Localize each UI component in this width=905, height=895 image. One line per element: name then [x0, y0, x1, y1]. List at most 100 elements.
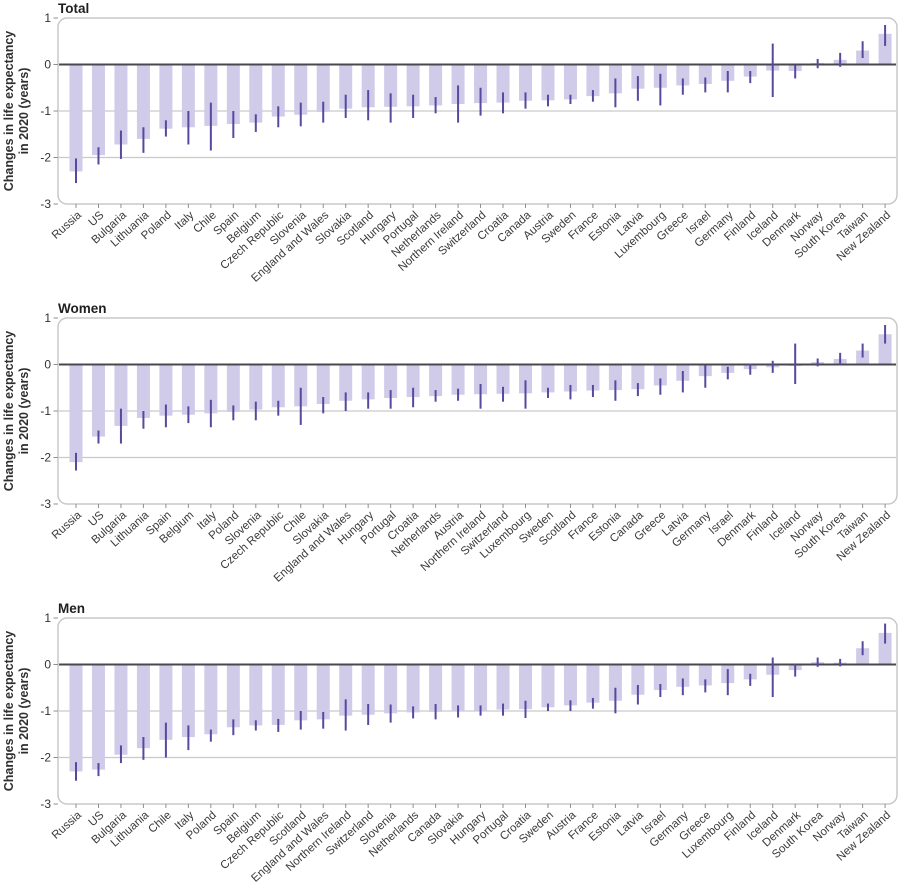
bar-russia [69, 664, 83, 772]
x-tick-label-chile: Chile [146, 809, 174, 835]
bar-chile [159, 664, 173, 740]
bar-northern-ireland [451, 64, 465, 105]
bar-netherlands [429, 64, 443, 106]
chart-title: Total [58, 1, 89, 16]
bar-belgium [249, 664, 263, 726]
bar-slovenia [294, 64, 308, 115]
bar-czech-republic [271, 664, 285, 725]
bar-scotland [361, 64, 375, 108]
y-axis-label: Changes in life expectancy [2, 331, 16, 492]
bar-us [91, 364, 105, 437]
bar-switzerland [474, 64, 488, 104]
bar-estonia [608, 364, 622, 391]
chart-title: Women [58, 301, 107, 316]
y-axis-label: in 2020 (years) [17, 68, 31, 155]
bar-russia [69, 364, 83, 463]
bar-russia [69, 64, 83, 172]
bar-czech-republic [271, 64, 285, 117]
bar-england-and-wales [316, 64, 330, 112]
bar-bulgaria [114, 664, 128, 755]
y-tick-label: 1 [44, 11, 51, 25]
bar-croatia [496, 64, 510, 103]
bar-england-and-wales [316, 664, 330, 720]
bar-portugal [384, 364, 398, 398]
bar-austria [541, 64, 555, 101]
bar-bulgaria [114, 364, 128, 426]
y-tick-label: -2 [40, 151, 51, 165]
bar-finland [743, 64, 757, 77]
bar-greece [676, 64, 690, 86]
bar-italy [204, 364, 218, 414]
bar-slovakia [451, 664, 465, 711]
bar-poland [204, 664, 218, 735]
y-tick-label: 0 [44, 658, 51, 672]
bar-hungary [361, 364, 375, 400]
chart-total: Total Changes in life expectancy in 2020 (… [0, 0, 905, 295]
bar-italy [181, 64, 195, 128]
y-tick-label: -3 [40, 197, 51, 211]
bar-slovakia [339, 64, 353, 109]
y-tick-label: -1 [40, 104, 51, 118]
chart-men: Men Changes in life expectancy in 2020 (ye… [0, 590, 905, 895]
bar-spain [226, 64, 240, 125]
bar-portugal [406, 64, 420, 107]
bar-chile [294, 364, 308, 407]
bar-canada [429, 664, 443, 712]
bar-spain [226, 664, 240, 728]
bar-new-zealand [878, 33, 892, 65]
bar-france [586, 364, 600, 391]
bar-switzerland [361, 664, 375, 715]
bar-greece [698, 664, 712, 686]
y-tick-label: -2 [40, 451, 51, 465]
bar-austria [563, 664, 577, 706]
bar-us [91, 64, 105, 156]
bar-scotland [563, 364, 577, 392]
bar-israel [653, 664, 667, 691]
bar-spain [159, 364, 173, 416]
bar-chile [204, 64, 218, 126]
bar-netherlands [406, 664, 420, 713]
x-tick-label-russia: Russia [50, 809, 85, 842]
bar-estonia [608, 664, 622, 701]
bar-poland [159, 64, 173, 129]
bar-england-and-wales [339, 364, 353, 401]
bar-sweden [563, 64, 577, 100]
y-tick-label: -2 [40, 751, 51, 765]
bar-lithuania [136, 364, 150, 418]
bar-croatia [406, 364, 420, 398]
bar-slovakia [316, 364, 330, 405]
bar-chart-men: Men Changes in life expectancy in 2020 (ye… [2, 601, 898, 885]
bar-chart-women: Women Changes in life expectancy in 2020 (… [2, 301, 898, 585]
y-tick-label: -3 [40, 497, 51, 511]
bar-taiwan [856, 648, 870, 665]
y-tick-label: 0 [44, 358, 51, 372]
bar-france [586, 664, 600, 703]
bar-france [586, 64, 600, 97]
bar-lithuania [136, 664, 150, 749]
bar-finland [743, 664, 757, 680]
bar-switzerland [496, 364, 510, 394]
y-axis-label: in 2020 (years) [17, 668, 31, 755]
y-tick-label: 1 [44, 611, 51, 625]
bar-sweden [541, 664, 555, 708]
bar-portugal [496, 664, 510, 710]
y-tick-label: -1 [40, 404, 51, 418]
y-axis-label: in 2020 (years) [17, 368, 31, 455]
x-tick-label-russia: Russia [50, 509, 85, 542]
bar-austria [451, 364, 465, 395]
bar-poland [226, 364, 240, 412]
bar-lithuania [136, 64, 150, 139]
bar-new-zealand [878, 334, 892, 365]
bar-bulgaria [114, 64, 128, 145]
bar-hungary [384, 64, 398, 107]
bar-hungary [474, 664, 488, 711]
bar-new-zealand [878, 632, 892, 665]
bar-canada [631, 364, 645, 390]
bar-greece [653, 364, 667, 386]
bar-croatia [519, 664, 532, 710]
bar-belgium [181, 364, 195, 415]
bar-northern-ireland [474, 364, 488, 395]
bar-belgium [249, 64, 263, 123]
bar-italy [181, 664, 195, 738]
